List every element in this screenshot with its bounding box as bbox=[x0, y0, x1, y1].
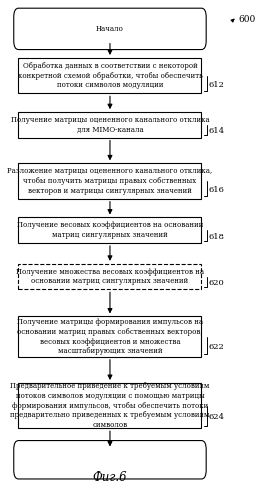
FancyBboxPatch shape bbox=[18, 163, 202, 199]
Text: Получение множества весовых коэффициентов на
основании матриц сингулярных значен: Получение множества весовых коэффициенто… bbox=[16, 268, 204, 285]
FancyBboxPatch shape bbox=[18, 316, 202, 357]
Text: 600: 600 bbox=[238, 15, 255, 24]
Text: Разложение матрицы оцененного канального отклика,
чтобы получить матрицы правых : Разложение матрицы оцененного канального… bbox=[7, 167, 213, 195]
Text: Получение весовых коэффициентов на основании
матриц сингулярных значений: Получение весовых коэффициентов на основ… bbox=[17, 222, 203, 239]
Text: Получение матрицы оцененного канального отклика
для МІМО-канала: Получение матрицы оцененного канального … bbox=[11, 116, 209, 134]
Text: 622: 622 bbox=[208, 343, 224, 351]
Text: Фиг.6: Фиг.6 bbox=[93, 472, 127, 485]
FancyBboxPatch shape bbox=[14, 8, 206, 50]
FancyBboxPatch shape bbox=[18, 112, 202, 138]
Text: 624: 624 bbox=[208, 413, 224, 421]
Text: Обработка данных в соответствии с некоторой
конкретной схемой обработки, чтобы о: Обработка данных в соответствии с некото… bbox=[18, 62, 202, 90]
Text: 620: 620 bbox=[208, 279, 224, 287]
Text: 616: 616 bbox=[208, 186, 224, 194]
FancyBboxPatch shape bbox=[18, 218, 202, 243]
Text: Предварительное приведение к требуемым условиям
потоков символов модуляции с пом: Предварительное приведение к требуемым у… bbox=[10, 382, 210, 429]
FancyBboxPatch shape bbox=[18, 383, 202, 428]
Text: Начало: Начало bbox=[96, 25, 124, 33]
FancyBboxPatch shape bbox=[14, 441, 206, 479]
Text: 618: 618 bbox=[208, 233, 224, 241]
Text: 614: 614 bbox=[208, 127, 224, 135]
Text: Получение матрицы формирования импульсов на
основании матриц правых собственных : Получение матрицы формирования импульсов… bbox=[17, 318, 203, 356]
Text: 612: 612 bbox=[208, 81, 224, 89]
FancyBboxPatch shape bbox=[18, 264, 202, 289]
FancyBboxPatch shape bbox=[18, 58, 202, 94]
